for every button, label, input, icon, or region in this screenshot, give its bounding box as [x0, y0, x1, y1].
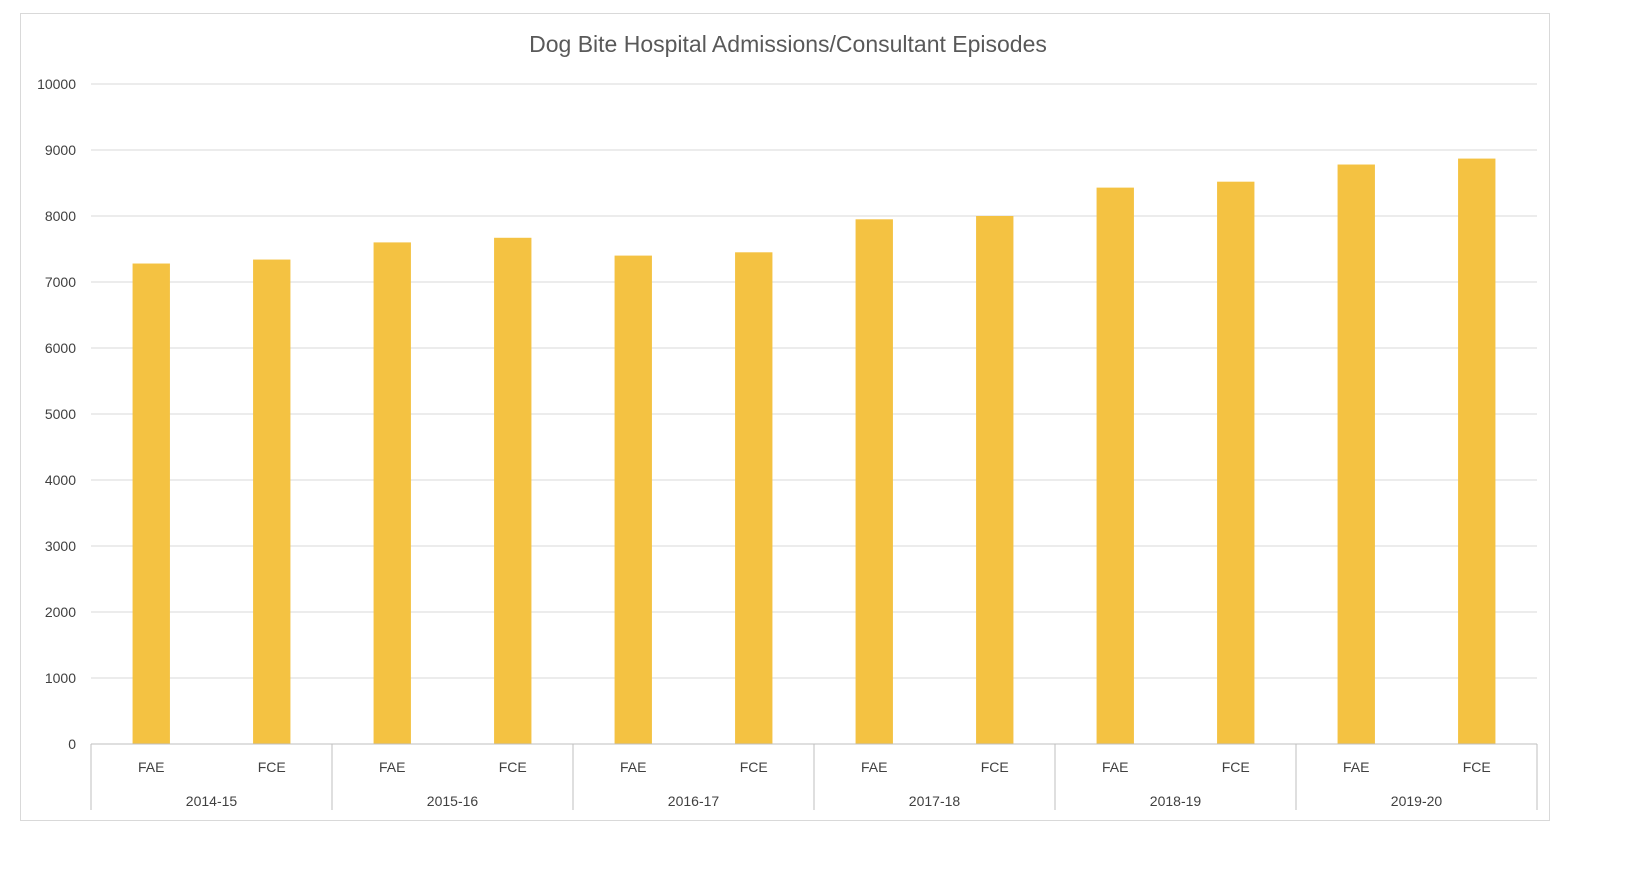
x-tick-label: FAE — [138, 759, 164, 775]
bar — [132, 263, 170, 744]
y-tick-label: 4000 — [45, 472, 76, 488]
bar — [1458, 158, 1496, 744]
x-group-label: 2014-15 — [186, 793, 238, 809]
bars — [132, 158, 1496, 745]
x-tick-label: FCE — [1222, 759, 1250, 775]
chart-title: Dog Bite Hospital Admissions/Consultant … — [529, 31, 1047, 57]
x-tick-label: FCE — [258, 759, 286, 775]
bar — [976, 216, 1014, 744]
y-tick-label: 2000 — [45, 604, 76, 620]
bar-chart: Dog Bite Hospital Admissions/Consultant … — [37, 31, 1538, 810]
x-tick-label: FAE — [1343, 759, 1369, 775]
x-tick-label: FCE — [499, 759, 527, 775]
x-tick-label: FAE — [861, 759, 887, 775]
bar — [494, 237, 532, 744]
x-tick-label: FCE — [740, 759, 768, 775]
bar — [735, 252, 773, 745]
y-tick-label: 9000 — [45, 142, 76, 158]
chart-frame: Dog Bite Hospital Admissions/Consultant … — [20, 13, 1550, 821]
bar — [373, 242, 411, 744]
x-tick-label: FAE — [379, 759, 405, 775]
x-tick-label: FCE — [1463, 759, 1491, 775]
y-tick-label: 6000 — [45, 340, 76, 356]
bar — [253, 259, 291, 744]
bar — [855, 219, 893, 745]
bar — [1337, 164, 1375, 744]
x-group-label: 2018-19 — [1150, 793, 1202, 809]
y-tick-label: 5000 — [45, 406, 76, 422]
y-axis-ticks: 0 1000 2000 3000 4000 5000 6000 7000 8000 9000 100… — [37, 76, 76, 752]
bar — [1217, 181, 1255, 744]
x-group-label: 2016-17 — [668, 793, 720, 809]
x-group-label: 2019-20 — [1391, 793, 1443, 809]
y-tick-label: 0 — [68, 736, 76, 752]
x-axis: FAE FCE FAE FCE FAE FCE FAE FCE FAE FCE FAE FCE 2014… — [90, 743, 1538, 810]
x-group-label: 2017-18 — [909, 793, 961, 809]
bar — [614, 255, 652, 744]
y-tick-label: 10000 — [37, 76, 76, 92]
y-tick-label: 3000 — [45, 538, 76, 554]
y-tick-label: 7000 — [45, 274, 76, 290]
x-tick-label: FAE — [1102, 759, 1128, 775]
x-group-label: 2015-16 — [427, 793, 479, 809]
gridlines — [91, 83, 1537, 679]
x-tick-label: FAE — [620, 759, 646, 775]
y-tick-label: 8000 — [45, 208, 76, 224]
x-tick-label: FCE — [981, 759, 1009, 775]
bar — [1096, 187, 1134, 744]
y-tick-label: 1000 — [45, 670, 76, 686]
